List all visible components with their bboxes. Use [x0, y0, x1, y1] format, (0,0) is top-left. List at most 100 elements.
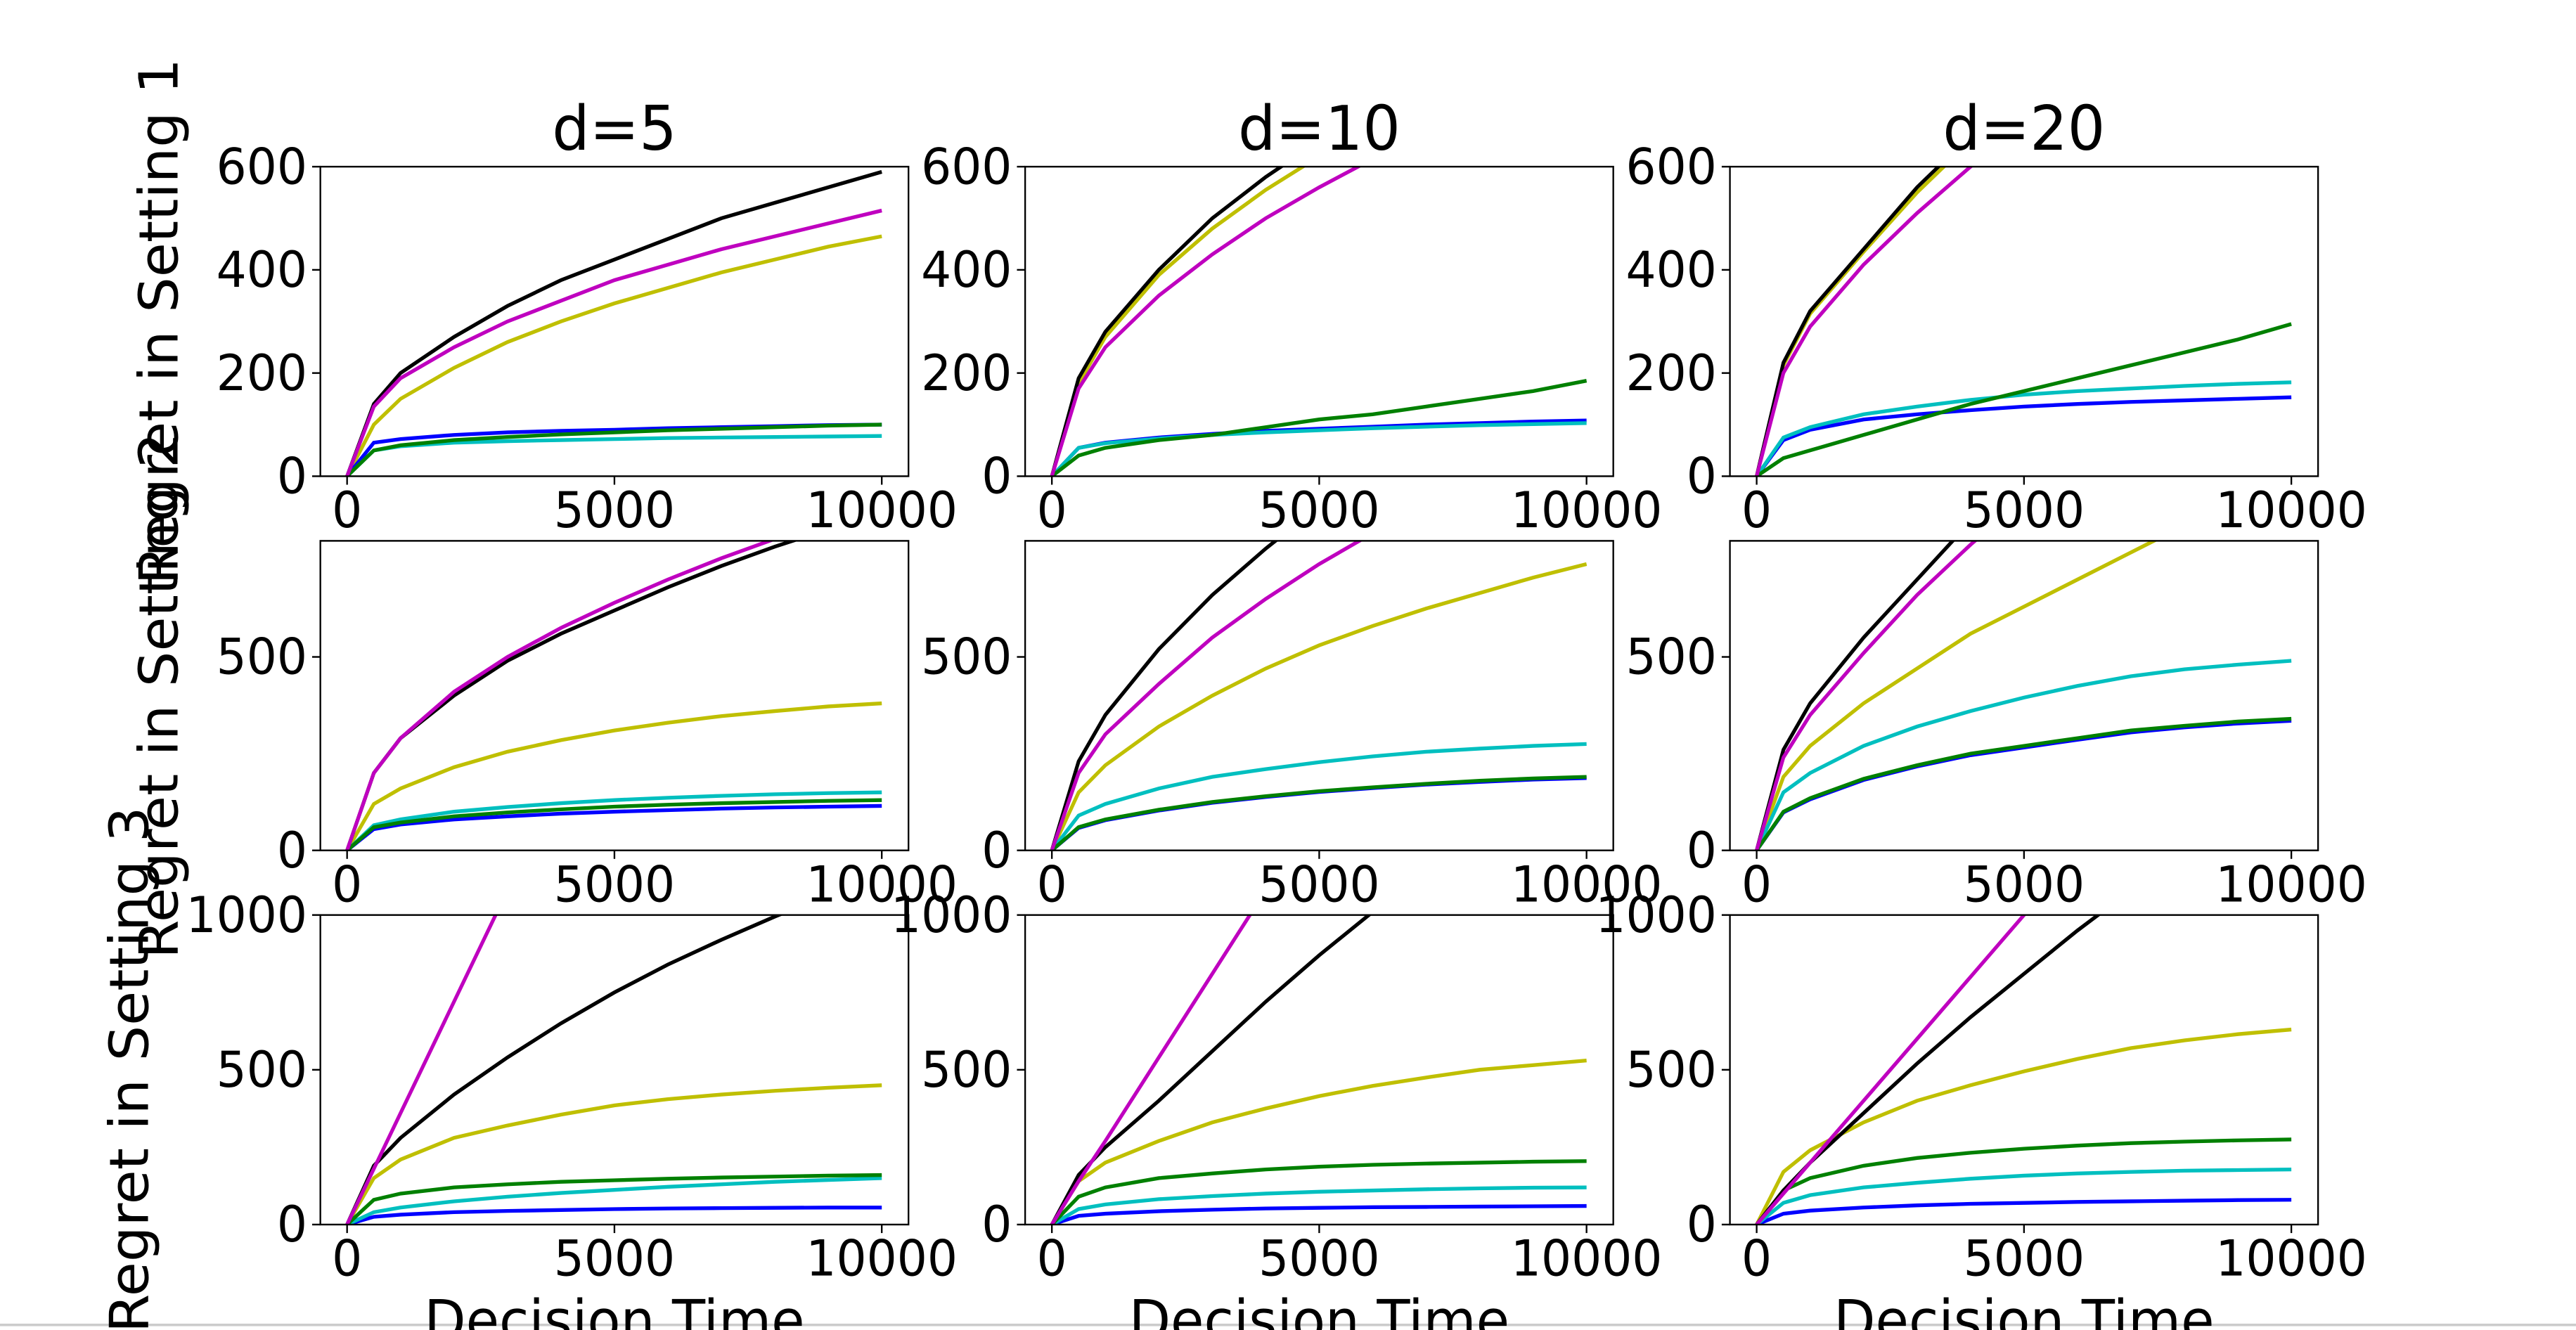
series-line [345, 1173, 882, 1225]
series-line [1755, 915, 2027, 1225]
series-line [1755, 541, 1978, 851]
series-line [346, 798, 882, 851]
series-line [1756, 1198, 2292, 1225]
x-axis-label: Decision Time [424, 1288, 804, 1330]
series-line [345, 701, 882, 851]
y-tick-label: 0 [981, 822, 1012, 879]
x-tick-label: 0 [332, 1230, 362, 1287]
plot-area [1755, 541, 2292, 851]
series-line [1755, 380, 2292, 477]
y-axis-label: Regret in Setting 1 [127, 58, 191, 585]
series-line [1756, 322, 2292, 477]
y-tick-label: 600 [921, 138, 1012, 195]
series-line [345, 790, 882, 851]
y-tick-label: 1000 [891, 887, 1012, 944]
y-tick-label: 500 [921, 629, 1012, 686]
series-line [1050, 775, 1587, 851]
y-tick-label: 0 [277, 1196, 307, 1253]
series-line [1755, 716, 2292, 851]
series-line [1050, 1058, 1587, 1225]
x-tick-label: 5000 [1964, 856, 2085, 913]
y-tick-label: 0 [1687, 822, 1717, 879]
plot-area [345, 915, 882, 1225]
series-line [1050, 421, 1587, 477]
x-axis-label: Decision Time [1129, 1288, 1509, 1330]
subplot-title: d=5 [552, 94, 676, 165]
x-tick-label: 5000 [554, 482, 675, 539]
series-line [1756, 1167, 2292, 1225]
series-line [1050, 1159, 1587, 1225]
series-line [1755, 1027, 2292, 1225]
axes-frame [1024, 914, 1614, 1226]
series-line [1050, 915, 1252, 1225]
series-line [1050, 1185, 1587, 1225]
x-tick-label: 0 [332, 482, 362, 539]
y-tick-label: 600 [217, 138, 307, 195]
legend-frame [0, 1323, 2576, 1330]
y-tick-label: 0 [1687, 1196, 1717, 1253]
y-tick-label: 400 [921, 242, 1012, 299]
x-tick-label: 10000 [1511, 482, 1663, 539]
x-tick-label: 5000 [1258, 482, 1379, 539]
axes-frame [1729, 540, 2319, 851]
x-tick-label: 5000 [1258, 856, 1379, 913]
y-axis-label: Regret in Setting 2 [127, 432, 191, 959]
x-tick-label: 10000 [2215, 482, 2367, 539]
series-line [345, 234, 882, 477]
series-line [1051, 1203, 1587, 1225]
y-tick-label: 0 [1687, 448, 1717, 505]
axes-frame [319, 914, 910, 1226]
series-line [345, 915, 784, 1225]
series-line [345, 1083, 882, 1225]
series-line [1755, 167, 1974, 477]
axes-frame [1024, 540, 1614, 851]
series-line [1755, 541, 1956, 851]
x-tick-label: 10000 [2215, 856, 2367, 913]
y-tick-label: 400 [1626, 242, 1717, 299]
series-line [345, 915, 498, 1225]
series-line [1050, 379, 1588, 477]
y-tick-label: 500 [1626, 629, 1717, 686]
series-line [1050, 167, 1363, 477]
y-tick-label: 1000 [1595, 887, 1716, 944]
series-line [1050, 167, 1306, 477]
x-tick-label: 0 [1037, 482, 1067, 539]
y-tick-label: 400 [217, 242, 307, 299]
series-line [346, 803, 882, 851]
series-line [1050, 742, 1587, 851]
series-line [1050, 562, 1588, 851]
y-tick-label: 0 [277, 448, 307, 505]
x-tick-label: 5000 [1964, 482, 2085, 539]
series-line [1755, 915, 2101, 1225]
y-tick-label: 500 [921, 1042, 1012, 1099]
y-tick-label: 1000 [186, 887, 307, 944]
x-tick-label: 10000 [806, 482, 958, 539]
series-line [1050, 167, 1284, 477]
x-tick-label: 5000 [1964, 1230, 2085, 1287]
x-tick-label: 0 [1741, 1230, 1772, 1287]
plot-area [1050, 541, 1588, 851]
y-tick-label: 200 [921, 345, 1012, 402]
y-axis-label: Regret in Setting 3 [98, 807, 161, 1330]
x-tick-label: 10000 [2215, 1230, 2367, 1287]
plot-area [1755, 167, 2292, 477]
series-line [1755, 541, 2158, 851]
x-tick-label: 0 [1037, 1230, 1067, 1287]
subplot-title: d=20 [1943, 94, 2105, 165]
y-tick-label: 0 [981, 448, 1012, 505]
plot-area [1755, 915, 2292, 1225]
x-tick-label: 10000 [806, 856, 958, 913]
series-line [345, 169, 882, 477]
y-tick-label: 200 [1626, 345, 1717, 402]
series-line [1755, 395, 2292, 477]
y-tick-label: 500 [217, 629, 307, 686]
subplot-title: d=10 [1238, 94, 1400, 165]
plot-area [345, 169, 882, 477]
series-line [345, 208, 882, 477]
series-line [1050, 915, 1372, 1225]
series-line [346, 1176, 882, 1225]
series-line [1755, 1137, 2292, 1225]
y-tick-label: 0 [277, 822, 307, 879]
series-line [345, 541, 775, 851]
